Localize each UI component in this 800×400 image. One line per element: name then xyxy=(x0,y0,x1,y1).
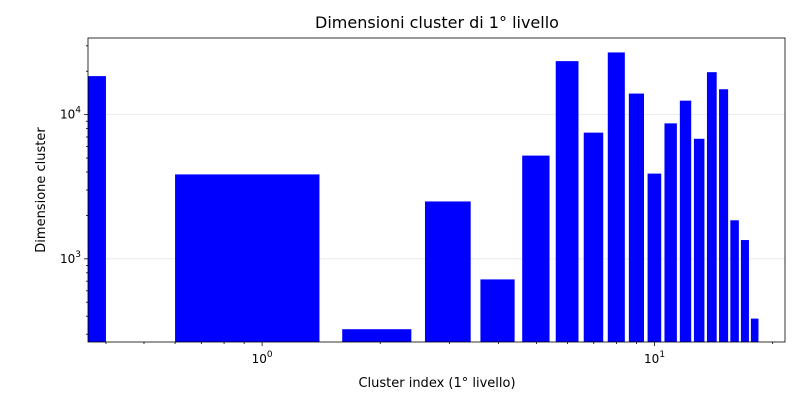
bar-13 xyxy=(693,138,705,342)
bar-1 xyxy=(175,174,320,342)
bar-5 xyxy=(522,155,550,342)
x-tick-label-0: 100 xyxy=(252,350,273,366)
bar-0 xyxy=(88,76,106,342)
y-tick-label-0: 103 xyxy=(60,250,81,266)
y-tick-label-1: 104 xyxy=(60,106,81,122)
x-axis-label: Cluster index (1° livello) xyxy=(358,376,515,391)
x-tick-label-1: 101 xyxy=(644,350,665,366)
axes: 103 104 100 101 xyxy=(60,37,786,366)
bar-16 xyxy=(730,220,739,342)
bar-12 xyxy=(679,100,692,342)
bar-14 xyxy=(706,72,717,342)
bar-4 xyxy=(480,279,515,342)
bar-9 xyxy=(628,93,644,342)
bar-8 xyxy=(607,52,625,342)
bar-17 xyxy=(740,240,749,342)
bar-7 xyxy=(583,132,604,342)
chart-title: Dimensioni cluster di 1° livello xyxy=(315,13,559,32)
bars xyxy=(88,52,759,342)
bar-10 xyxy=(647,173,662,342)
bar-2 xyxy=(342,329,412,342)
bar-18 xyxy=(750,318,759,342)
bar-11 xyxy=(664,123,677,342)
y-axis-label: Dimensione cluster xyxy=(34,127,49,253)
bar-6 xyxy=(555,61,579,342)
bar-15 xyxy=(719,89,729,342)
bar-3 xyxy=(424,201,471,342)
